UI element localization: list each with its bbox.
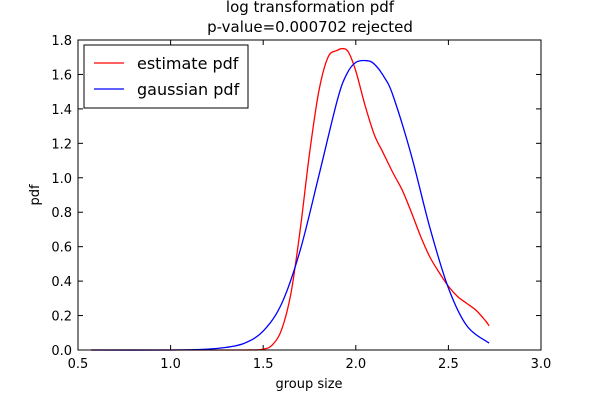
y-tick-label: 1.8 <box>51 34 72 49</box>
chart-title-line-2: p-value=0.000702 rejected <box>207 18 413 36</box>
y-tick-label: 0.2 <box>51 310 72 325</box>
y-tick-label: 1.2 <box>51 137 72 152</box>
y-tick-label: 0.0 <box>51 344 72 359</box>
x-tick-label: 2.5 <box>438 357 459 372</box>
legend-label-gaussian-pdf: gaussian pdf <box>137 80 240 99</box>
plot-frame <box>77 39 542 351</box>
legend: estimate pdf gaussian pdf <box>83 44 249 109</box>
y-axis-ticks: 0.0 0.2 0.4 0.6 0.8 1.0 1.2 1.4 1.6 1.8 <box>51 34 541 359</box>
x-tick-label: 2.0 <box>345 357 366 372</box>
y-tick-label: 1.4 <box>51 103 72 118</box>
x-tick-label: 0.5 <box>68 357 89 372</box>
y-tick-label: 0.4 <box>51 275 72 290</box>
legend-box <box>83 44 249 109</box>
x-tick-label: 3.0 <box>531 357 552 372</box>
y-tick-label: 1.6 <box>51 68 72 83</box>
x-tick-label: 1.5 <box>253 357 274 372</box>
series-line-gaussian-pdf <box>90 59 490 351</box>
y-tick-label: 0.8 <box>51 206 72 221</box>
y-axis-label: pdf <box>28 184 43 206</box>
x-tick-label: 1.0 <box>160 357 181 372</box>
x-axis-label: group size <box>275 377 342 392</box>
legend-label-estimate-pdf: estimate pdf <box>137 54 239 73</box>
y-tick-label: 0.6 <box>51 241 72 256</box>
series-layer <box>90 47 490 351</box>
y-tick-label: 1.0 <box>51 172 72 187</box>
chart-title-line-1: log transformation pdf <box>226 0 395 16</box>
